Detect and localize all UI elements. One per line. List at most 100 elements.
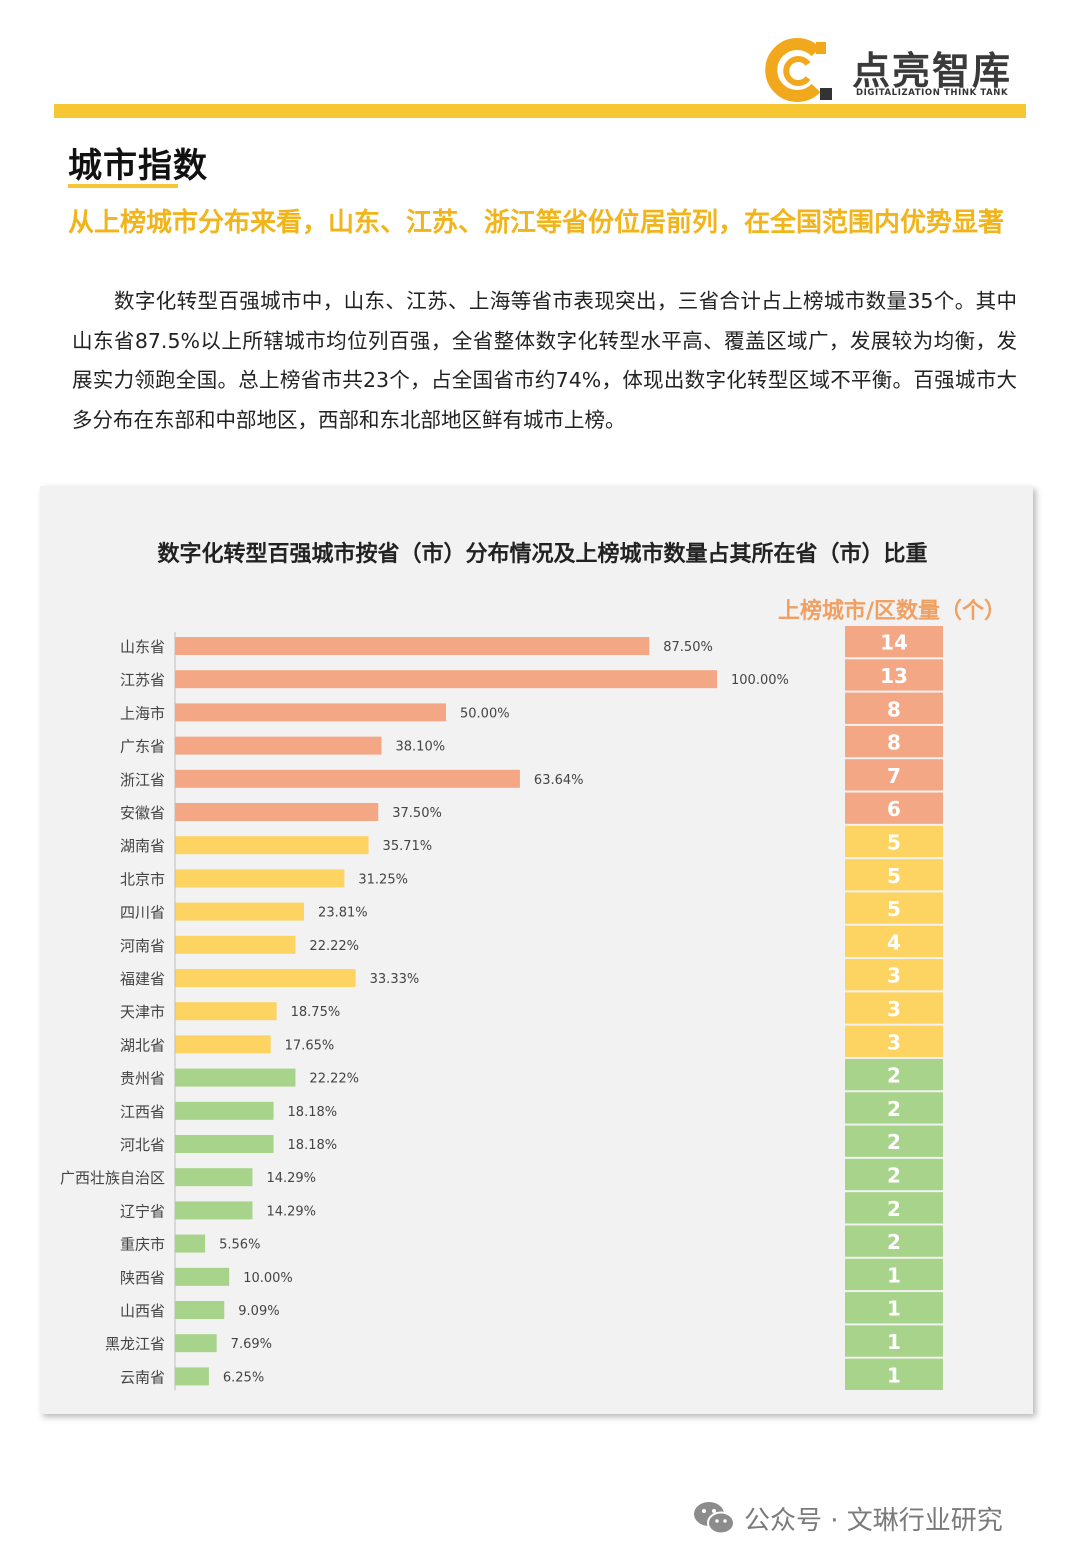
value-label: 100.00%	[731, 673, 789, 688]
bar	[175, 969, 356, 987]
value-label: 50.00%	[460, 706, 510, 721]
bar	[175, 703, 446, 722]
category-label: 陕西省	[120, 1269, 165, 1287]
count-value: 5	[887, 864, 901, 888]
bar	[175, 1035, 271, 1054]
bar	[175, 769, 520, 788]
value-label: 31.25%	[358, 872, 408, 887]
category-label: 贵州省	[120, 1070, 165, 1088]
category-label: 江西省	[120, 1103, 165, 1121]
category-label: 河南省	[120, 937, 165, 955]
category-label: 云南省	[120, 1368, 165, 1386]
value-label: 35.71%	[383, 839, 433, 854]
bar	[175, 1334, 217, 1353]
count-value: 1	[887, 1263, 901, 1287]
bar	[175, 736, 382, 755]
category-label: 天津市	[120, 1003, 165, 1021]
count-cell	[845, 1258, 943, 1291]
count-cell	[845, 1358, 943, 1390]
value-label: 7.69%	[231, 1337, 272, 1352]
bar	[175, 1301, 225, 1319]
count-cell	[845, 725, 943, 758]
count-value: 8	[887, 731, 901, 755]
wechat-icon	[694, 1502, 735, 1535]
count-value: 5	[887, 897, 901, 921]
count-cell	[845, 992, 943, 1024]
value-label: 14.29%	[266, 1204, 316, 1219]
count-cell	[845, 825, 943, 858]
bar	[175, 869, 345, 888]
category-label: 四川省	[120, 904, 165, 922]
count-value: 2	[887, 1097, 901, 1121]
title-underline	[68, 184, 178, 188]
count-cell	[845, 959, 943, 991]
value-label: 23.81%	[318, 906, 368, 921]
count-value: 2	[887, 1164, 901, 1188]
bar	[175, 1201, 253, 1220]
category-label: 江苏省	[120, 671, 165, 689]
category-label: 黑龙江省	[105, 1335, 165, 1353]
count-cell	[845, 659, 943, 691]
count-value: 1	[887, 1363, 901, 1387]
count-value: 8	[887, 697, 901, 721]
bar	[175, 1367, 209, 1386]
count-cell	[845, 925, 943, 958]
chart-title: 数字化转型百强城市按省（市）分布情况及上榜城市数量占其所在省（市）比重	[157, 542, 928, 567]
value-label: 87.50%	[663, 640, 713, 655]
bar	[175, 1002, 277, 1021]
count-value: 3	[887, 997, 901, 1021]
category-label: 北京市	[120, 870, 165, 888]
category-label: 湖南省	[120, 837, 165, 855]
value-label: 18.18%	[288, 1138, 338, 1153]
body-paragraph: 数字化转型百强城市中，山东、江苏、上海等省市表现突出，三省合计占上榜城市数量35…	[72, 289, 1017, 432]
bar	[175, 803, 379, 821]
count-cell	[845, 692, 943, 724]
count-cell	[845, 1325, 943, 1357]
count-value: 7	[887, 764, 901, 788]
count-cell	[845, 892, 943, 924]
count-value: 2	[887, 1130, 901, 1154]
value-label: 14.29%	[266, 1171, 316, 1186]
count-cell	[845, 1058, 943, 1091]
value-label: 17.65%	[285, 1038, 335, 1053]
value-label: 37.50%	[392, 806, 442, 821]
value-label: 18.75%	[291, 1005, 341, 1020]
category-label: 浙江省	[120, 771, 165, 789]
category-label: 湖北省	[120, 1036, 165, 1054]
bar	[175, 1267, 230, 1286]
bar	[175, 1135, 274, 1153]
count-cell	[845, 1025, 943, 1057]
category-label: 山东省	[120, 638, 165, 656]
count-value: 2	[887, 1197, 901, 1221]
bar	[175, 637, 650, 655]
count-value: 1	[887, 1330, 901, 1354]
value-label: 22.22%	[309, 1072, 359, 1087]
count-value: 5	[887, 830, 901, 854]
brand-name: 点亮智库	[852, 49, 1013, 93]
category-label: 重庆市	[120, 1236, 165, 1254]
count-cell	[845, 792, 943, 824]
count-cell	[845, 1292, 943, 1324]
value-label: 18.18%	[288, 1105, 338, 1120]
count-cell	[845, 626, 943, 658]
category-label: 福建省	[120, 970, 165, 988]
category-label: 辽宁省	[120, 1202, 165, 1220]
count-value: 3	[887, 964, 901, 988]
value-label: 9.09%	[238, 1304, 279, 1319]
count-value: 3	[887, 1030, 901, 1054]
brand-logo-icon	[765, 38, 832, 102]
value-label: 10.00%	[243, 1271, 293, 1286]
bar	[175, 670, 717, 689]
value-label: 22.22%	[309, 939, 359, 954]
category-label: 广东省	[120, 738, 165, 756]
bar	[175, 935, 296, 954]
bar	[175, 902, 305, 921]
count-value: 6	[887, 797, 901, 821]
bar	[175, 1101, 274, 1120]
footer-watermark: 公众号 · 文琳行业研究	[692, 1498, 1052, 1538]
count-cell	[845, 1125, 943, 1157]
count-value: 2	[887, 1230, 901, 1254]
count-cell	[845, 1092, 943, 1124]
count-value: 1	[887, 1297, 901, 1321]
